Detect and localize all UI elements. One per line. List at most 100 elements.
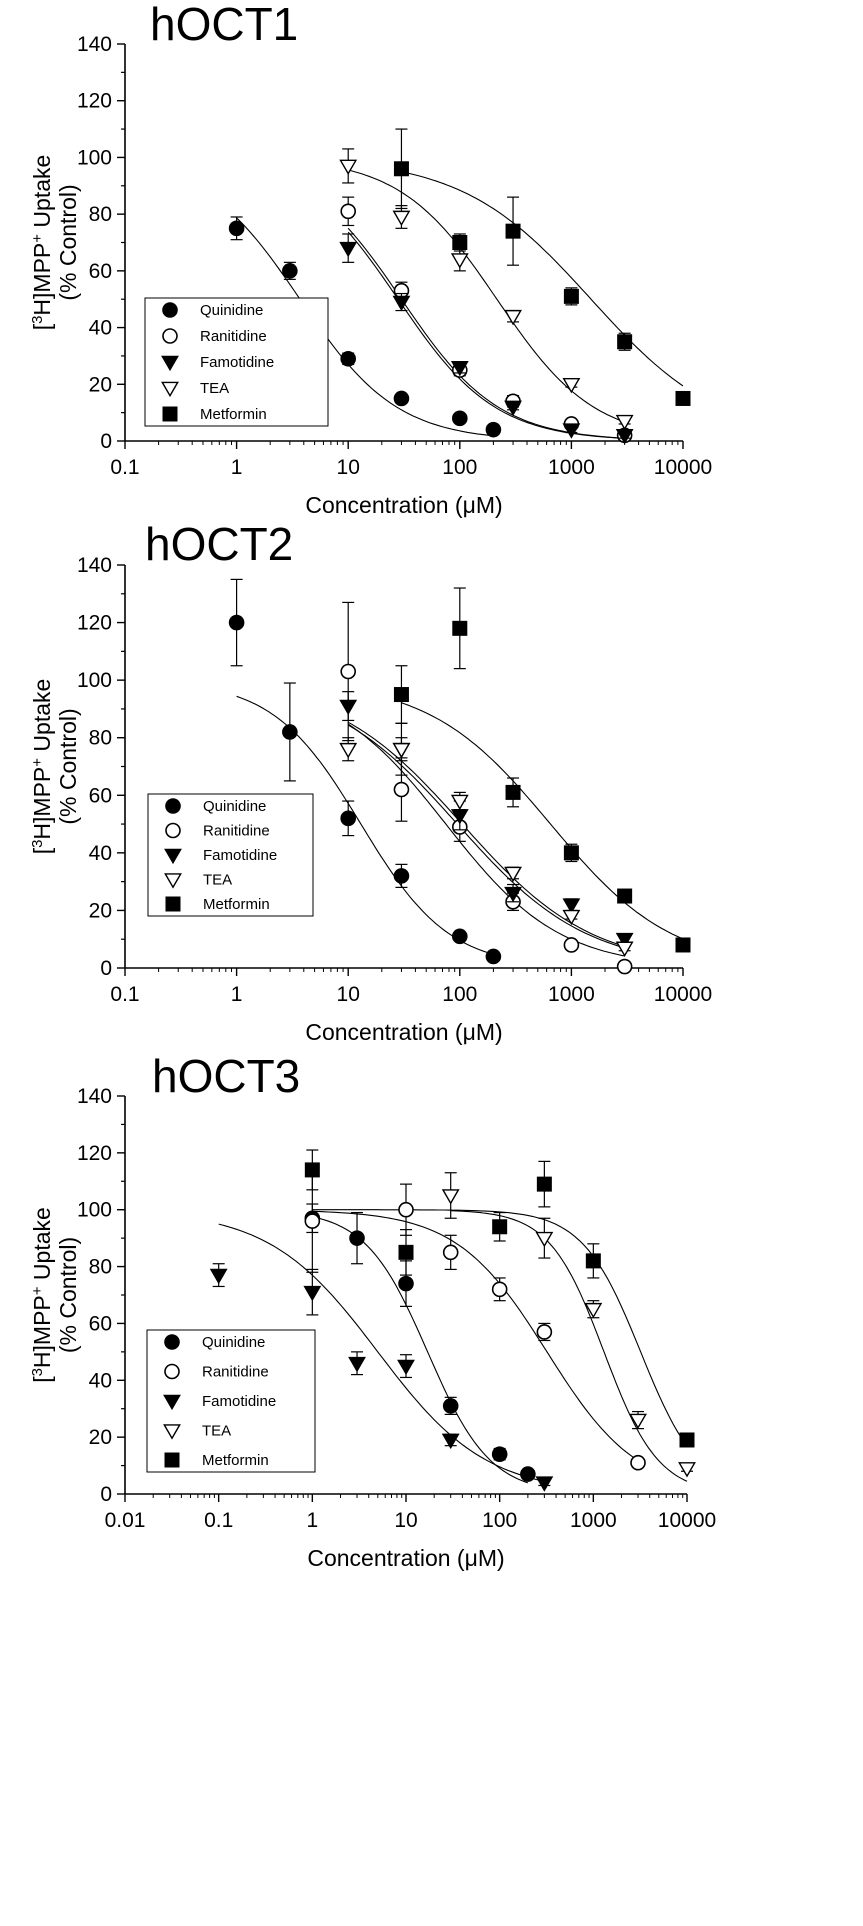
fit-curve-metformin xyxy=(401,702,684,940)
data-point xyxy=(562,423,581,439)
data-point xyxy=(485,421,502,438)
data-point xyxy=(504,866,522,883)
series-ranitidine xyxy=(340,196,633,444)
data-point xyxy=(630,1454,646,1471)
data-point xyxy=(535,1476,554,1492)
legend-marker xyxy=(165,822,181,839)
series-tea xyxy=(339,737,634,957)
legend-marker xyxy=(164,848,182,865)
legend-marker xyxy=(164,873,182,889)
data-point xyxy=(393,781,410,798)
x-tick-label: 10 xyxy=(337,456,360,479)
chart-panel-2: hOCT2 0 20 40 60 80 100 120 140 0.1 1 10 100 1000 1000… xyxy=(29,518,712,1045)
legend-label: Ranitidine xyxy=(200,328,267,345)
legend-label: Quinidine xyxy=(202,1334,265,1351)
y-tick-label: 120 xyxy=(77,1142,112,1165)
series-famotidine xyxy=(339,233,634,445)
data-point xyxy=(398,1244,414,1260)
data-point xyxy=(452,620,468,636)
x-axis-title: Concentration (μM) xyxy=(305,492,502,518)
data-point xyxy=(505,784,521,800)
data-point xyxy=(441,1433,460,1450)
fit-curve-ranitidine xyxy=(347,227,625,439)
data-point xyxy=(520,1466,536,1482)
data-point xyxy=(491,1446,508,1462)
data-point xyxy=(563,937,580,953)
legend-marker xyxy=(161,381,179,398)
legend-marker xyxy=(164,1452,180,1468)
data-point xyxy=(282,263,298,279)
superscript: 3 xyxy=(29,1368,46,1376)
legend-marker xyxy=(163,1394,181,1411)
y-tick-label: 0 xyxy=(100,430,112,453)
series-quinidine xyxy=(304,1203,536,1482)
fit-curve-tea xyxy=(450,1210,688,1482)
data-point xyxy=(615,932,634,949)
data-point xyxy=(450,253,469,269)
data-point xyxy=(679,1432,695,1448)
data-point xyxy=(393,390,410,407)
y-tick-label: 80 xyxy=(89,203,112,226)
y-tick-label: 60 xyxy=(89,784,112,807)
y-tick-label: 20 xyxy=(89,1426,112,1449)
data-point xyxy=(348,1356,366,1373)
series-quinidine xyxy=(228,578,502,965)
x-tick-label: 1 xyxy=(231,983,243,1006)
data-point xyxy=(675,937,691,953)
data-point xyxy=(397,1359,415,1376)
data-point xyxy=(442,1398,459,1414)
y-tick-label: 0 xyxy=(100,1483,112,1506)
x-tick-label: 100 xyxy=(442,456,477,479)
y-axis-title-line2: (% Control) xyxy=(55,708,81,824)
y-tick-label: 120 xyxy=(77,90,112,113)
chart-title: hOCT3 xyxy=(152,1050,300,1102)
data-point xyxy=(340,663,357,680)
y-tick-label: 140 xyxy=(77,1085,112,1108)
legend-label: Metformin xyxy=(202,1452,269,1469)
y-tick-label: 100 xyxy=(77,669,112,692)
data-point xyxy=(629,1413,647,1430)
legend-box xyxy=(144,297,329,427)
legend-label: TEA xyxy=(203,872,232,889)
data-point xyxy=(615,414,634,431)
legend-marker xyxy=(164,1363,180,1380)
data-point xyxy=(209,1268,228,1285)
y-tick-label: 80 xyxy=(89,1256,112,1279)
data-point xyxy=(304,1162,320,1178)
data-point xyxy=(675,390,691,406)
x-tick-label: 10000 xyxy=(654,983,712,1006)
fit-curve-famotidine xyxy=(347,724,625,949)
x-tick-label: 10000 xyxy=(654,456,712,479)
x-tick-label: 10 xyxy=(394,1509,417,1532)
x-tick-label: 10 xyxy=(337,983,360,1006)
legend: Quinidine Ranitidine Famotidine TEA Metformi… xyxy=(146,1329,316,1473)
y-tick-label: 100 xyxy=(77,146,112,169)
data-point xyxy=(340,810,357,827)
data-point xyxy=(398,1201,414,1218)
series-metformin xyxy=(393,128,691,406)
y-tick-label: 60 xyxy=(89,1312,112,1335)
legend-label: Famotidine xyxy=(200,354,274,371)
y-axis-title-line2: (% Control) xyxy=(55,184,81,300)
data-point xyxy=(535,1231,554,1248)
x-tick-label: 100 xyxy=(442,983,477,1006)
x-tick-label: 1000 xyxy=(570,1509,617,1532)
data-point xyxy=(340,350,357,367)
series-metformin xyxy=(304,1149,695,1448)
y-axis-title: [3H]MPP+ Uptake xyxy=(29,679,55,855)
data-point xyxy=(303,1285,322,1302)
data-point xyxy=(392,742,411,759)
data-point xyxy=(562,898,581,914)
data-point xyxy=(392,295,411,312)
y-tick-label: 20 xyxy=(89,899,112,922)
legend-label: Ranitidine xyxy=(202,1364,269,1381)
series-quinidine xyxy=(228,216,502,438)
legend-label: Famotidine xyxy=(202,1393,276,1410)
y-axis-title: [3H]MPP+ Uptake xyxy=(29,1207,55,1383)
data-point xyxy=(228,220,245,237)
fit-curve-quinidine xyxy=(312,1216,529,1484)
legend-marker xyxy=(165,896,181,912)
fit-curve-tea xyxy=(347,721,625,948)
legend-marker xyxy=(165,798,181,814)
